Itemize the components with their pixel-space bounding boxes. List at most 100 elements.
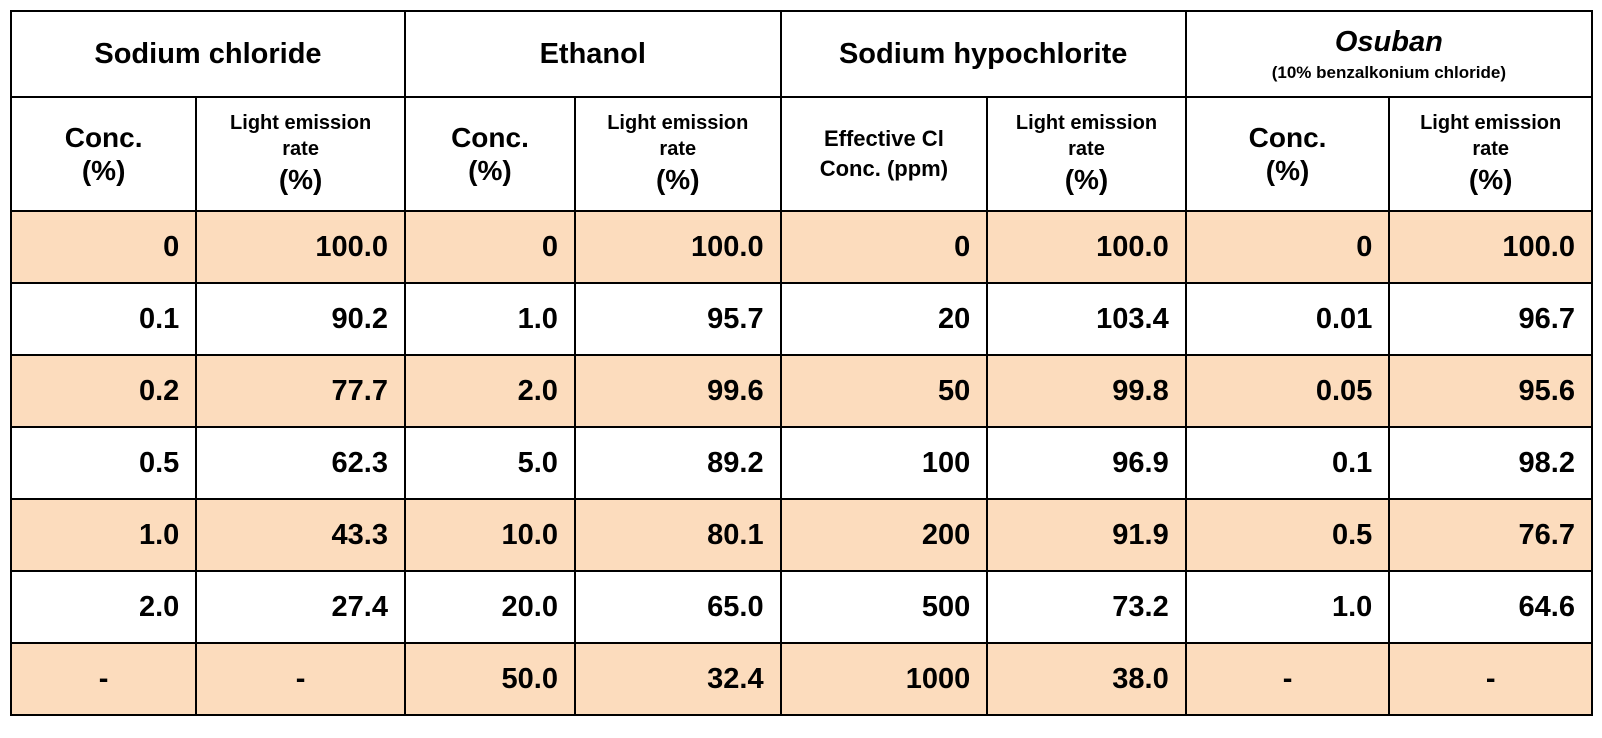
- table-cell: 50: [779, 354, 989, 428]
- group-header-sodium-chloride: Sodium chloride: [10, 10, 406, 98]
- table-cell: 100.0: [573, 210, 782, 284]
- column-header-line: rate: [1068, 137, 1105, 160]
- column-header-line: (%): [278, 163, 323, 195]
- table-cell: 89.2: [573, 426, 782, 500]
- table-cell: 76.7: [1388, 498, 1593, 572]
- column-header-line: (%): [1265, 155, 1310, 186]
- table-cell: 32.4: [573, 642, 782, 716]
- column-header-line: Conc.: [64, 121, 143, 153]
- table-row: 0.1 90.2 1.0 95.7 20 103.4 0.01 96.7: [9, 282, 1593, 356]
- table-row: 0.5 62.3 5.0 89.2 100 96.9 0.1 98.2: [9, 426, 1593, 500]
- data-table-container: Sodium chloride Ethanol Sodium hypochlor…: [9, 10, 1594, 716]
- group-header-ethanol: Ethanol: [403, 10, 782, 98]
- table-cell: 0.5: [9, 426, 198, 500]
- column-header-line: (%): [81, 155, 126, 186]
- column-header-line: Light emission: [1420, 111, 1562, 134]
- column-header-line: Conc.: [451, 121, 529, 153]
- column-header-line: Effective Cl: [823, 126, 944, 152]
- table-cell: 0.05: [1184, 354, 1391, 428]
- column-header-conc: Conc. (%): [403, 96, 576, 212]
- column-header-line: rate: [1472, 137, 1510, 160]
- table-cell: 5.0: [403, 426, 576, 500]
- table-cell: -: [9, 642, 198, 716]
- table-cell: 20.0: [403, 570, 576, 644]
- table-cell: 2.0: [403, 354, 576, 428]
- column-header-line: Conc. (ppm): [819, 156, 949, 181]
- group-subtitle: (10% benzalkonium chloride): [1271, 62, 1506, 82]
- table-row: 0.2 77.7 2.0 99.6 50 99.8 0.05 95.6: [9, 354, 1593, 428]
- table-cell: 20: [779, 282, 989, 356]
- table-cell: 500: [779, 570, 989, 644]
- table-cell: 100: [779, 426, 989, 500]
- table-body: 0 100.0 0 100.0 0 100.0 0 100.0 0.1 90.2 1.0 95.7 20…: [9, 210, 1593, 716]
- table-cell: 100.0: [986, 210, 1187, 284]
- column-header-line: rate: [282, 137, 319, 160]
- table-row: 1.0 43.3 10.0 80.1 200 91.9 0.5 76.7: [9, 498, 1593, 572]
- table-cell: 65.0: [573, 570, 782, 644]
- table-row: 0 100.0 0 100.0 0 100.0 0 100.0: [9, 210, 1593, 284]
- table-cell: 96.7: [1388, 282, 1593, 356]
- table-cell: 43.3: [195, 498, 406, 572]
- table-cell: 0: [9, 210, 198, 284]
- column-header-line: Conc.: [1248, 121, 1327, 153]
- table-cell: 50.0: [403, 642, 576, 716]
- table-cell: 99.8: [986, 354, 1187, 428]
- table-cell: -: [1184, 642, 1391, 716]
- table-cell: 1.0: [1184, 570, 1391, 644]
- table-cell: 0: [403, 210, 576, 284]
- table-cell: 90.2: [195, 282, 406, 356]
- table-cell: 0: [779, 210, 989, 284]
- table-row: - -50.0 32.4 1000 38.0- -: [9, 642, 1593, 716]
- table-cell: 10.0: [403, 498, 576, 572]
- column-header-conc: Conc. (%): [1184, 96, 1391, 212]
- group-name: Ethanol: [539, 37, 646, 70]
- table-cell: 103.4: [986, 282, 1187, 356]
- table-cell: 1.0: [9, 498, 198, 572]
- column-header-rate: Light emission rate (%): [573, 96, 782, 212]
- table-row: 2.0 27.4 20.0 65.0 500 73.2 1.0 64.6: [9, 570, 1593, 644]
- column-header-conc: Conc. (%): [9, 96, 198, 212]
- table-cell: 1.0: [403, 282, 576, 356]
- table-cell: 1000: [779, 642, 989, 716]
- table-cell: 100.0: [195, 210, 406, 284]
- table-cell: 77.7: [195, 354, 406, 428]
- table-cell: 62.3: [195, 426, 406, 500]
- table-cell: -: [195, 642, 406, 716]
- table-cell: 0.1: [1184, 426, 1391, 500]
- table-cell: -: [1388, 642, 1593, 716]
- table-cell: 27.4: [195, 570, 406, 644]
- table-cell: 91.9: [986, 498, 1187, 572]
- column-header-line: (%): [1064, 163, 1109, 195]
- group-name: Sodium hypochlorite: [838, 37, 1128, 70]
- table-cell: 0.1: [9, 282, 198, 356]
- column-header-line: rate: [659, 137, 697, 160]
- column-header-eff: Effective Cl Conc. (ppm): [779, 96, 989, 212]
- table-cell: 38.0: [986, 642, 1187, 716]
- column-header-line: (%): [468, 155, 512, 186]
- table-cell: 95.7: [573, 282, 782, 356]
- table-cell: 95.6: [1388, 354, 1593, 428]
- column-header-rate: Light emission rate (%): [195, 96, 406, 212]
- table-cell: 0.5: [1184, 498, 1391, 572]
- column-header-line: Light emission: [1015, 111, 1158, 134]
- table-cell: 73.2: [986, 570, 1187, 644]
- column-header-line: Light emission: [230, 111, 372, 134]
- results-table: Sodium chloride Ethanol Sodium hypochlor…: [9, 10, 1594, 716]
- table-cell: 0: [1184, 210, 1391, 284]
- table-cell: 64.6: [1388, 570, 1593, 644]
- column-header-line: Light emission: [607, 111, 749, 134]
- group-header-sodium-hypochlorite: Sodium hypochlorite: [779, 10, 1187, 98]
- column-header-rate: Light emission rate (%): [1388, 96, 1593, 212]
- table-cell: 96.9: [986, 426, 1187, 500]
- table-cell: 80.1: [573, 498, 782, 572]
- table-cell: 200: [779, 498, 989, 572]
- table-cell: 99.6: [573, 354, 782, 428]
- table-cell: 100.0: [1388, 210, 1593, 284]
- group-header-row: Sodium chloride Ethanol Sodium hypochlor…: [10, 10, 1594, 98]
- column-header-rate: Light emission rate (%): [986, 96, 1187, 212]
- column-header-line: (%): [655, 163, 700, 195]
- table-cell: 0.2: [9, 354, 198, 428]
- column-header-line: (%): [1468, 163, 1513, 195]
- table-cell: 98.2: [1388, 426, 1593, 500]
- group-header-osuban: Osuban (10% benzalkonium chloride): [1184, 10, 1594, 98]
